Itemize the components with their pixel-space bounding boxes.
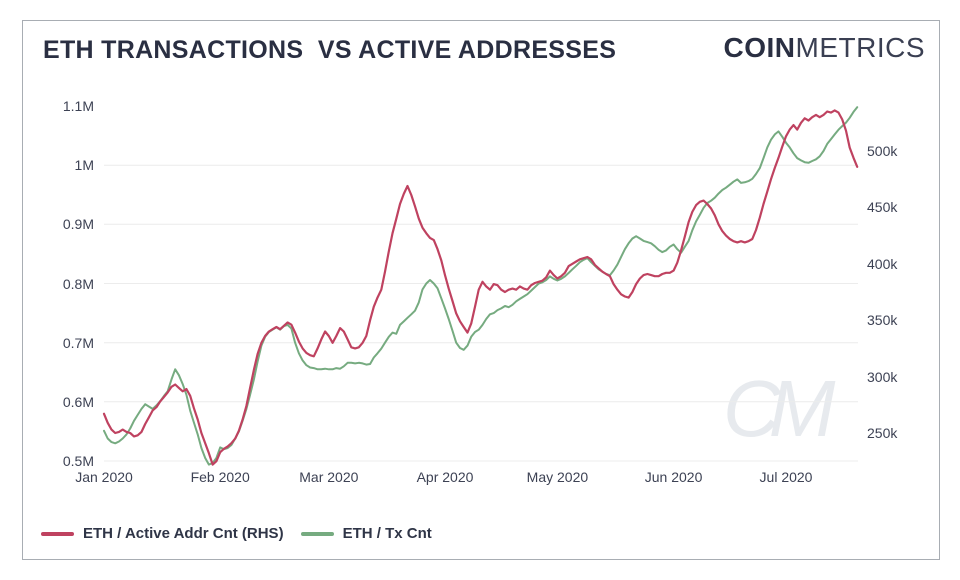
y-axis-left-label: 1M [74, 157, 94, 174]
y-axis-left-label: 0.5M [62, 453, 94, 469]
chart-card: ETH TRANSACTIONS VS ACTIVE ADDRESSES COI… [22, 20, 940, 560]
chart-title: ETH TRANSACTIONS VS ACTIVE ADDRESSES [43, 36, 617, 64]
logo-metrics-text: METRICS [795, 32, 925, 63]
cm-watermark: CM [723, 364, 835, 453]
y-axis-right-label: 500k [867, 143, 898, 159]
legend: ETH / Active Addr Cnt (RHS) ETH / Tx Cnt [41, 525, 449, 542]
x-axis-month-label: Jun 2020 [644, 469, 703, 485]
line-chart [102, 106, 859, 466]
y-axis-left-label: 0.7M [62, 334, 94, 351]
x-axis-month-label: Mar 2020 [299, 469, 359, 485]
legend-swatch-green [300, 531, 334, 536]
x-axis-month-label: Apr 2020 [416, 469, 474, 485]
y-axis-right-label: 300k [867, 368, 898, 385]
logo-coin-text: COIN [723, 32, 796, 63]
gridlines [104, 164, 858, 462]
legend-label-tx-cnt: ETH / Tx Cnt [342, 525, 432, 542]
y-axis-left-label: 1.1M [62, 98, 94, 114]
y-axis-right-label: 250k [867, 425, 898, 441]
y-axis-left-label: 0.9M [62, 216, 94, 233]
legend-label-active-addr: ETH / Active Addr Cnt (RHS) [83, 525, 284, 542]
legend-item-tx-cnt: ETH / Tx Cnt [300, 525, 432, 542]
legend-item-active-addr: ETH / Active Addr Cnt (RHS) [41, 525, 284, 542]
x-axis-month-label: May 2020 [526, 469, 589, 485]
series-eth-tx-cnt [103, 106, 859, 466]
legend-swatch-red [41, 531, 74, 536]
y-axis-right-label: 450k [867, 199, 898, 216]
x-axis-month-label: Jan 2020 [75, 469, 133, 485]
y-axis-left-label: 0.6M [62, 393, 94, 410]
x-axis-month-label: Jul 2020 [759, 469, 813, 485]
series-eth-active-addr [102, 109, 859, 466]
coinmetrics-logo: COINMETRICS [724, 32, 926, 64]
y-axis-right-label: 400k [867, 255, 898, 272]
y-axis-right-label: 350k [867, 312, 898, 329]
x-axis-month-label: Feb 2020 [190, 469, 250, 485]
y-axis-left-label: 0.8M [62, 275, 94, 292]
